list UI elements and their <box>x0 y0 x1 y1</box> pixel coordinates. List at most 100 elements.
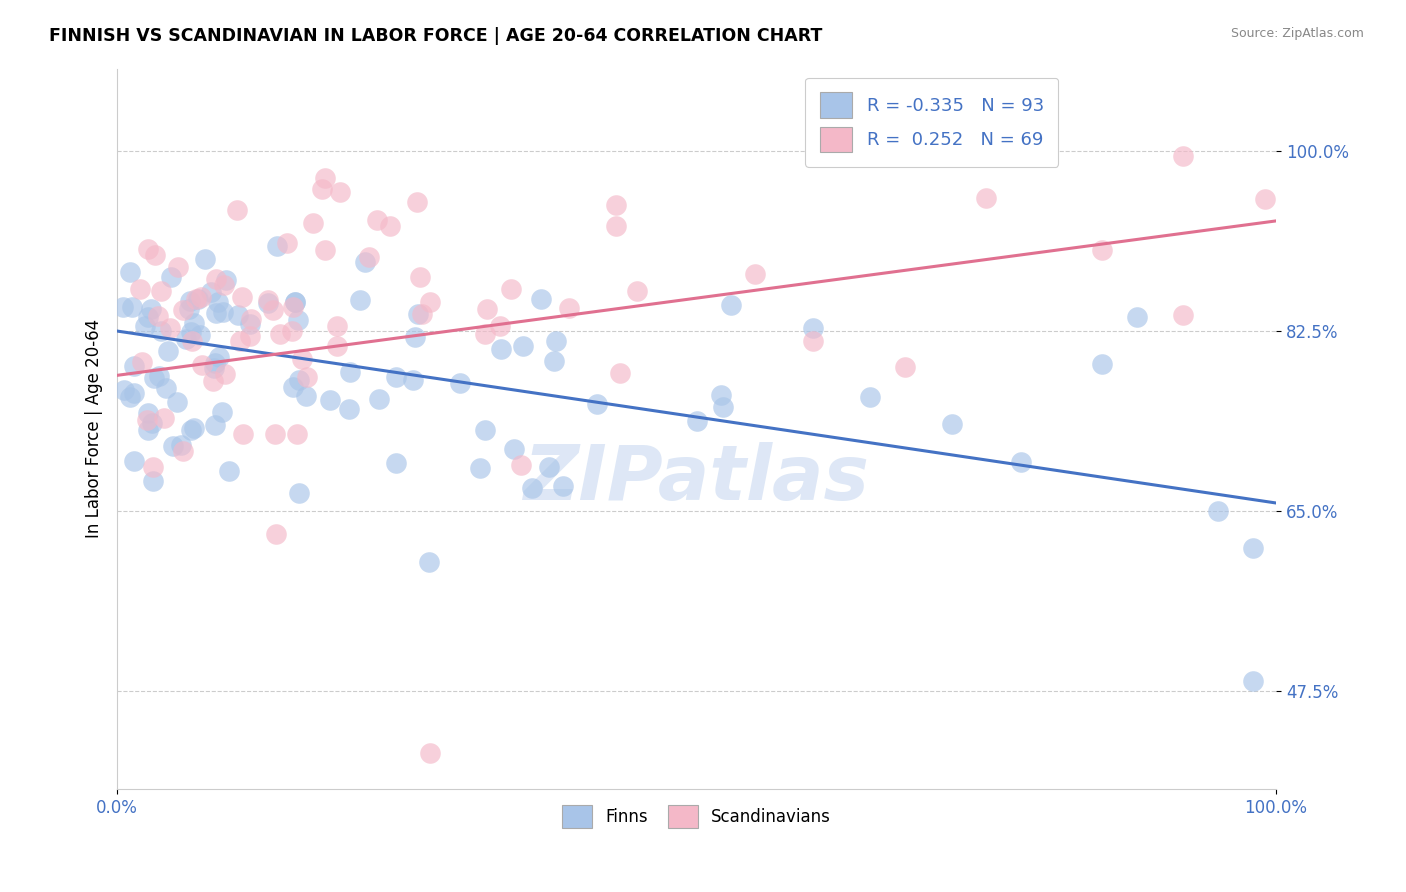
Point <box>148 310 170 324</box>
Point <box>281 325 304 339</box>
Point <box>605 219 627 234</box>
Point <box>136 423 159 437</box>
Point <box>204 418 226 433</box>
Point <box>180 326 202 340</box>
Point <box>311 182 333 196</box>
Point <box>276 236 298 251</box>
Point <box>128 282 150 296</box>
Point <box>710 388 733 402</box>
Point <box>406 307 429 321</box>
Point <box>520 481 543 495</box>
Point <box>162 439 184 453</box>
Point <box>288 373 311 387</box>
Point <box>205 306 228 320</box>
Point <box>941 417 963 431</box>
Point <box>157 343 180 358</box>
Point <box>264 527 287 541</box>
Point <box>489 343 512 357</box>
Point <box>207 294 229 309</box>
Point <box>609 366 631 380</box>
Point <box>136 406 159 420</box>
Point <box>326 318 349 333</box>
Point <box>339 366 361 380</box>
Point <box>191 358 214 372</box>
Point <box>122 386 145 401</box>
Point <box>118 390 141 404</box>
Point <box>409 269 432 284</box>
Text: ZIPatlas: ZIPatlas <box>523 442 870 516</box>
Point <box>257 296 280 310</box>
Point <box>143 370 166 384</box>
Point <box>474 424 496 438</box>
Point <box>181 334 204 349</box>
Point <box>314 243 336 257</box>
Point <box>1241 541 1264 555</box>
Point <box>720 298 742 312</box>
Point <box>1241 674 1264 689</box>
Point <box>135 413 157 427</box>
Point <box>894 359 917 374</box>
Point <box>281 380 304 394</box>
Point <box>287 313 309 327</box>
Point <box>418 555 440 569</box>
Point <box>172 444 194 458</box>
Point <box>295 389 318 403</box>
Point <box>366 213 388 227</box>
Point <box>215 273 238 287</box>
Point <box>477 302 499 317</box>
Point <box>557 301 579 315</box>
Point <box>1173 308 1195 322</box>
Point <box>411 307 433 321</box>
Point <box>183 421 205 435</box>
Point <box>468 461 491 475</box>
Point <box>489 318 512 333</box>
Point <box>801 334 824 348</box>
Point <box>121 300 143 314</box>
Point <box>177 301 200 316</box>
Point <box>419 294 441 309</box>
Point <box>262 302 284 317</box>
Point <box>174 332 197 346</box>
Point <box>212 277 235 292</box>
Point <box>111 300 134 314</box>
Text: FINNISH VS SCANDINAVIAN IN LABOR FORCE | AGE 20-64 CORRELATION CHART: FINNISH VS SCANDINAVIAN IN LABOR FORCE |… <box>49 27 823 45</box>
Point <box>314 170 336 185</box>
Point <box>212 305 235 319</box>
Point <box>449 376 471 390</box>
Point <box>404 330 426 344</box>
Point <box>284 295 307 310</box>
Point <box>368 392 391 406</box>
Point <box>1206 504 1229 518</box>
Point <box>626 284 648 298</box>
Point <box>1010 455 1032 469</box>
Point <box>155 381 177 395</box>
Point <box>194 252 217 267</box>
Point <box>170 438 193 452</box>
Point <box>349 293 371 307</box>
Point <box>543 354 565 368</box>
Text: Source: ZipAtlas.com: Source: ZipAtlas.com <box>1230 27 1364 40</box>
Point <box>257 293 280 308</box>
Point <box>131 355 153 369</box>
Point <box>120 265 142 279</box>
Point <box>1253 192 1275 206</box>
Point <box>202 361 225 376</box>
Point <box>359 250 381 264</box>
Point <box>136 242 159 256</box>
Point <box>166 394 188 409</box>
Point <box>269 327 291 342</box>
Point <box>499 282 522 296</box>
Point <box>384 370 406 384</box>
Point <box>180 423 202 437</box>
Point <box>801 321 824 335</box>
Point <box>187 293 209 307</box>
Point <box>284 295 307 310</box>
Point <box>226 202 249 217</box>
Point <box>231 290 253 304</box>
Point <box>402 373 425 387</box>
Point <box>138 310 160 325</box>
Point <box>553 478 575 492</box>
Point <box>605 198 627 212</box>
Point <box>201 375 224 389</box>
Point <box>229 334 252 348</box>
